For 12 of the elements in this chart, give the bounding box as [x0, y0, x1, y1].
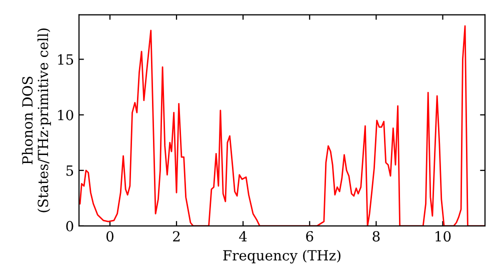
y-tick-label: 5: [66, 166, 74, 176]
x-tick-label: 4: [239, 231, 247, 242]
x-axis-title: Frequency (THz): [223, 250, 340, 264]
y-tick-label: 0: [66, 220, 74, 232]
y-axis-title: Phonon DOS (States/THz·primitive cell): [22, 28, 51, 212]
y-tick-label: 15: [58, 54, 74, 65]
x-tick-label: 10: [436, 231, 451, 242]
x-tick-label: 8: [372, 231, 380, 242]
x-tick-label: 6: [306, 231, 314, 242]
x-tick-label: 0: [106, 231, 114, 242]
y-tick-label: 10: [58, 110, 74, 120]
x-tick-label: 2: [173, 231, 180, 242]
